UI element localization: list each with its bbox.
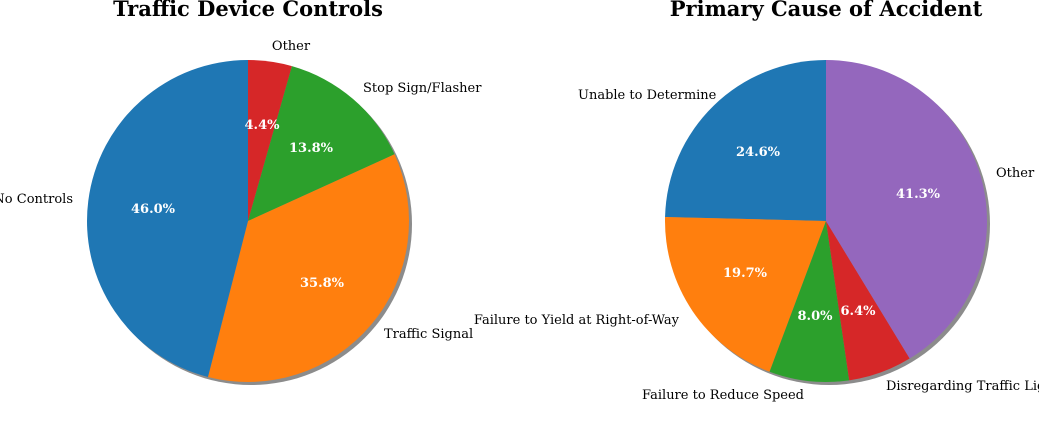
slice-pct-traffic-signal: 35.8%	[300, 276, 345, 291]
pie-slice-failure-to-yield-at-right-of-way	[664, 216, 826, 372]
slice-pct-disregarding-traffic-light: 6.4%	[841, 304, 877, 319]
slice-pct-other: 41.3%	[896, 187, 941, 202]
slice-label-disregarding-traffic-light: Disregarding Traffic Light	[886, 379, 1039, 394]
slice-pct-failure-to-yield-at-right-of-way: 19.7%	[723, 266, 768, 281]
traffic-device-controls-pie: Traffic Device Controls Other 4.4% Stop Si…	[0, 0, 482, 385]
slice-label-traffic-signal: Traffic Signal	[384, 327, 473, 342]
pie-slice-no-controls	[87, 60, 248, 377]
chart-title: Primary Cause of Accident	[670, 0, 983, 21]
slice-pct-failure-to-reduce-speed: 8.0%	[798, 309, 834, 324]
chart-title: Traffic Device Controls	[113, 0, 383, 21]
slice-label-other: Other	[996, 166, 1035, 181]
slice-pct-unable-to-determine: 24.6%	[736, 145, 781, 160]
pie-slice-traffic-signal	[207, 154, 410, 382]
slice-label-stop-sign-flasher: Stop Sign/Flasher	[363, 81, 482, 96]
slice-label-other: Other	[272, 39, 311, 54]
slice-pct-stop-sign-flasher: 13.8%	[289, 141, 334, 156]
pie-slice-other	[826, 60, 988, 359]
pie-slice-other	[248, 60, 292, 221]
slice-label-no-controls: No Controls	[0, 192, 73, 207]
slice-label-failure-to-yield-at-right-of-way: Failure to Yield at Right-of-Way	[474, 313, 680, 328]
slice-pct-no-controls: 46.0%	[131, 202, 176, 217]
slice-pct-other: 4.4%	[245, 118, 281, 133]
primary-cause-of-accident-pie: Primary Cause of Accident Unable to Dete…	[474, 0, 1039, 403]
slice-label-unable-to-determine: Unable to Determine	[578, 88, 717, 103]
slice-label-failure-to-reduce-speed: Failure to Reduce Speed	[642, 388, 804, 403]
pie-slice-failure-to-reduce-speed	[769, 221, 850, 382]
pie-slice-unable-to-determine	[665, 60, 826, 221]
pie-slice-stop-sign-flasher	[248, 66, 395, 221]
pie-slice-disregarding-traffic-light	[826, 221, 910, 381]
